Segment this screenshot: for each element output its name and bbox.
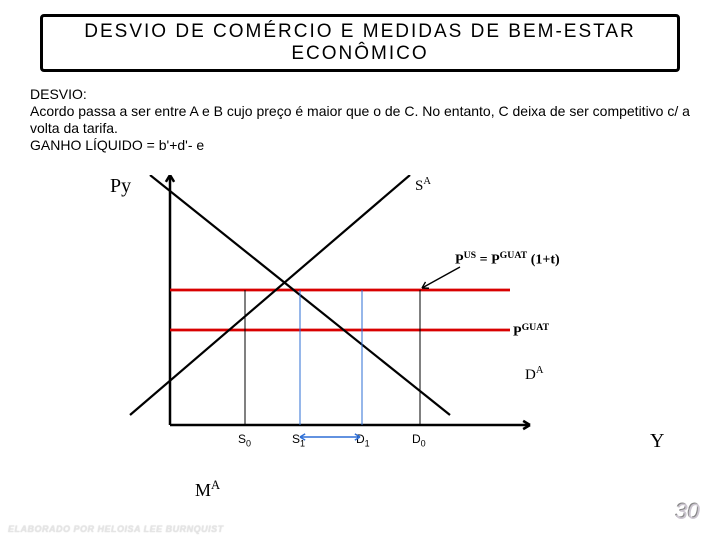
desc-line: Acordo passa a ser entre A e B cujo preç… xyxy=(30,103,696,137)
label-ma: MA xyxy=(195,478,220,501)
chart-svg xyxy=(110,175,570,445)
byline: ELABORADO POR HELOISA LEE BURNQUIST xyxy=(8,524,224,534)
trade-diversion-chart xyxy=(110,175,570,445)
label-y: Y xyxy=(650,430,664,453)
slide-title: DESVIO DE COMÉRCIO E MEDIDAS DE BEM-ESTA… xyxy=(43,21,677,65)
desc-line: GANHO LÍQUIDO = b'+d'- e xyxy=(30,137,696,154)
desc-line: DESVIO: xyxy=(30,86,696,103)
description-block: DESVIO: Acordo passa a ser entre A e B c… xyxy=(30,86,696,154)
slide-title-box: DESVIO DE COMÉRCIO E MEDIDAS DE BEM-ESTA… xyxy=(40,14,680,72)
page-number: 30 xyxy=(676,499,700,525)
